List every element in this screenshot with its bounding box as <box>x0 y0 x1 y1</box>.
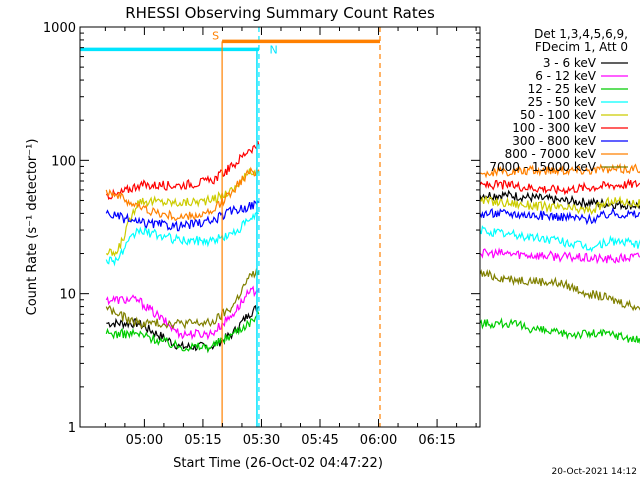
series-line-1 <box>106 189 640 354</box>
legend-label-3: 12 - 25 keV <box>528 82 597 96</box>
data-layer <box>105 140 640 354</box>
series-line-6 <box>105 140 640 201</box>
legend-label-2: 6 - 12 keV <box>535 69 597 83</box>
series-line-3 <box>105 309 640 354</box>
x-tick-label-6: 06:15 <box>418 433 455 448</box>
legend-label-4: 25 - 50 keV <box>528 95 597 109</box>
legend-header-line-2: FDecim 1, Att 0 <box>535 40 628 54</box>
y-tick-label-1: 1 <box>68 421 76 436</box>
series-line-7 <box>105 200 640 232</box>
legend-label-9: 7000 - 15000 keV <box>489 160 596 174</box>
legend-header-line-1: Det 1,3,4,5,6,9, <box>534 27 628 41</box>
x-tick-label-3: 05:30 <box>243 433 280 448</box>
legend: Det 1,3,4,5,6,9, FDecim 1, Att 0 3 - 6 k… <box>489 27 628 174</box>
plot-frame <box>79 26 481 428</box>
x-tick-label-1: 05:00 <box>126 433 163 448</box>
legend-label-1: 3 - 6 keV <box>543 56 597 70</box>
series-line-2 <box>105 247 640 341</box>
axis-layer: 05:00 05:15 05:30 05:45 06:00 06:15 1 10 100 1000 <box>43 21 480 448</box>
y-tick-label-3: 100 <box>51 154 76 169</box>
x-tick-label-2: 05:15 <box>184 433 221 448</box>
generation-timestamp: 20-Oct-2021 14:12 <box>552 467 637 477</box>
flag-label-N: N <box>269 43 277 56</box>
flag-layer: SNF <box>80 27 381 427</box>
series-line-9 <box>105 268 640 330</box>
series-line-8 <box>105 162 640 222</box>
y-tick-label-2: 10 <box>59 288 76 303</box>
legend-label-7: 300 - 800 keV <box>512 134 596 148</box>
y-axis-label: Count Rate (s⁻¹ detector⁻¹) <box>25 139 40 316</box>
chart-title: RHESSI Observing Summary Count Rates <box>125 4 435 22</box>
x-axis-label: Start Time (26-Oct-02 04:47:22) <box>173 456 383 471</box>
legend-label-6: 100 - 300 keV <box>512 121 596 135</box>
legend-label-8: 800 - 7000 keV <box>505 147 597 161</box>
x-tick-label-4: 05:45 <box>301 433 338 448</box>
y-tick-label-4: 1000 <box>43 21 76 36</box>
flag-label-S: S <box>212 29 219 42</box>
x-tick-label-5: 06:00 <box>360 433 397 448</box>
legend-label-5: 50 - 100 keV <box>520 108 597 122</box>
series-line-4 <box>105 211 640 267</box>
